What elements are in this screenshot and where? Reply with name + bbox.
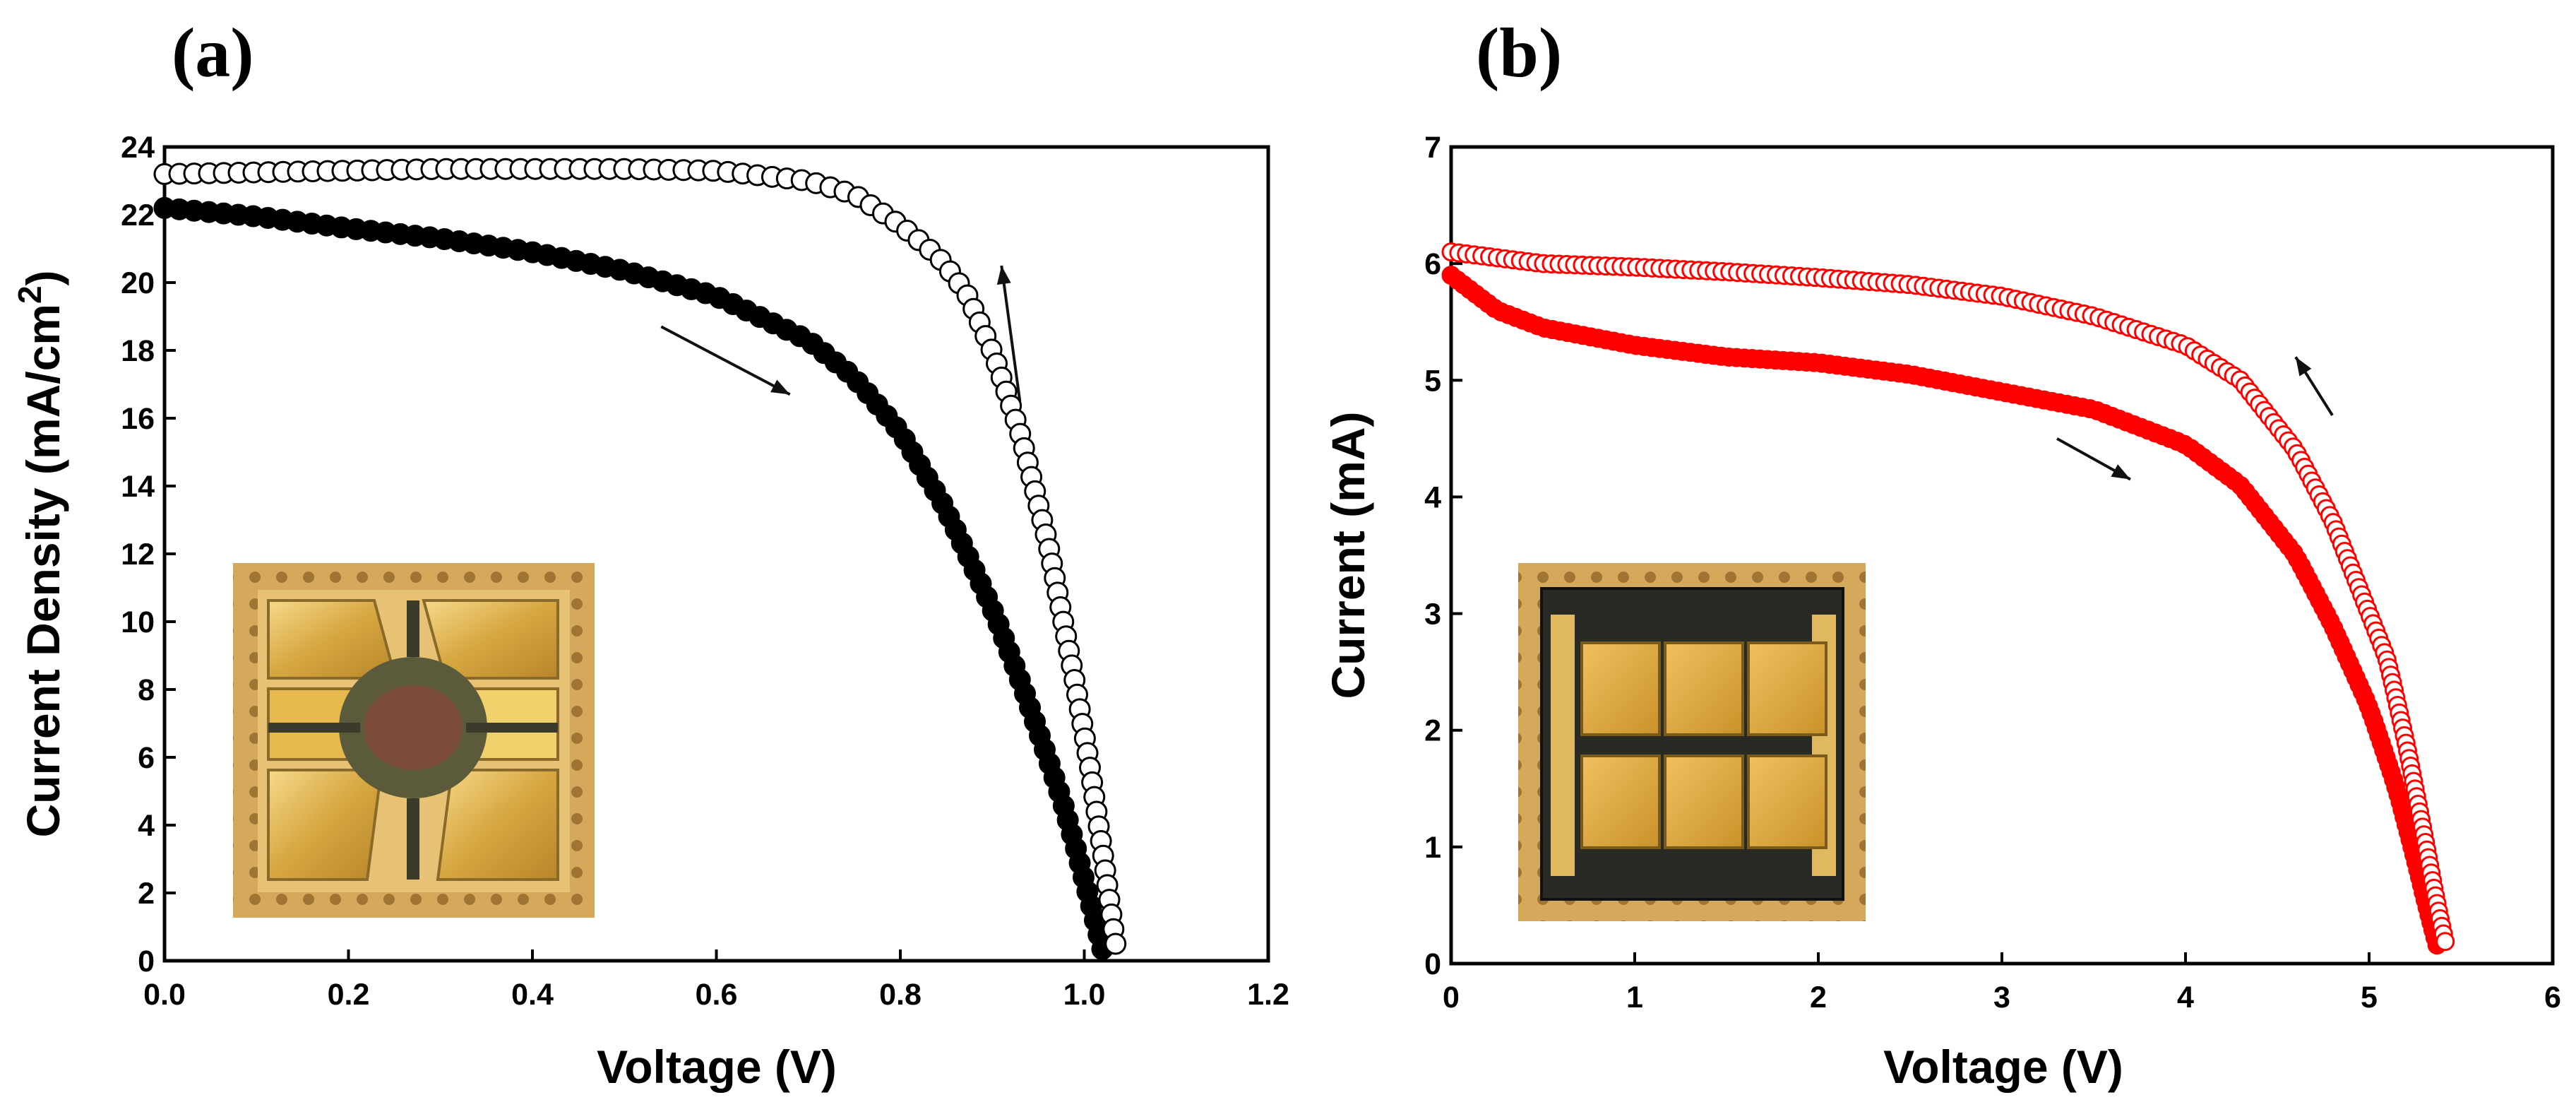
x-tick-label: 0.4: [511, 978, 554, 1012]
x-tick-label: 0.6: [696, 978, 738, 1012]
pixel-device-photo-icon: [233, 563, 595, 918]
panel-b-letter: (b): [1476, 13, 1562, 92]
forward-scan-series: [153, 196, 1114, 960]
x-tick-label: 0.2: [328, 978, 370, 1012]
series-a: [153, 158, 1127, 960]
panel-a-letter: (a): [172, 13, 254, 92]
reverse-scan-series: [1441, 242, 2455, 952]
y-axis-title-a: Current Density (mA/cm2): [11, 270, 69, 837]
y-tick-label: 22: [121, 199, 155, 232]
y-tick-label: 4: [1424, 480, 1441, 514]
x-tick-label: 1: [1626, 981, 1643, 1014]
y-tick-label: 4: [138, 809, 155, 843]
scan-direction-arrow: [2294, 356, 2334, 416]
x-tick-label: 1.0: [1063, 978, 1106, 1012]
x-tick-label: 4: [2177, 981, 2194, 1014]
data-point: [1104, 933, 1127, 955]
x-tick-label: 0.8: [879, 978, 922, 1012]
x-tick-label: 0: [1443, 981, 1460, 1014]
y-tick-label: 2: [138, 877, 155, 911]
scan-direction-arrow: [660, 325, 791, 396]
y-tick-label: 24: [121, 131, 155, 165]
data-point: [2435, 932, 2455, 952]
arrows-a: [660, 265, 1022, 402]
y-axis-title-b: Current (mA): [1322, 412, 1374, 699]
y-tick-label: 20: [121, 266, 155, 300]
y-tick-label: 3: [1424, 598, 1441, 632]
x-axis-title-a: Voltage (V): [597, 1041, 837, 1093]
y-tick-label: 1: [1424, 831, 1441, 865]
y-tick-label: 0: [1424, 947, 1441, 981]
y-tick-label: 6: [1424, 247, 1441, 281]
reverse-scan-series: [153, 158, 1127, 955]
x-tick-label: 0.0: [143, 978, 186, 1012]
axes-a: 0.0 0.2 0.4 0.6 0.8 1.0 1.20246810121416182022…: [121, 131, 1289, 1012]
y-tick-label: 7: [1424, 131, 1441, 165]
arrows-b: [2056, 356, 2334, 481]
y-tick-label: 8: [138, 673, 155, 707]
series-b: [1441, 242, 2455, 955]
y-tick-label: 14: [121, 470, 155, 504]
scan-direction-arrow: [996, 265, 1022, 402]
panel-b: (b) 0 1 2 3 4 5 6 0 1 2 3 4 5 6 7 Voltage (V) Current …: [1322, 13, 2561, 1093]
y-tick-label: 18: [121, 334, 155, 368]
y-tick-label: 2: [1424, 714, 1441, 748]
x-tick-label: 3: [1993, 981, 2010, 1014]
axes-b: 0 1 2 3 4 5 6 0 1 2 3 4 5 6 7: [1424, 131, 2561, 1014]
panel-a: (a) 0.0 0.2 0.4 0.6 0.8 1.0 1.2024681012141618…: [11, 13, 1289, 1093]
module-photo-icon: [1518, 563, 1866, 921]
y-tick-label: 10: [121, 605, 155, 639]
y-tick-label: 5: [1424, 364, 1441, 398]
y-tick-label: 12: [121, 538, 155, 572]
x-axis-title-b: Voltage (V): [1883, 1041, 2123, 1093]
y-tick-label: 0: [138, 945, 155, 978]
y-tick-label: 6: [138, 741, 155, 775]
x-tick-label: 1.2: [1247, 978, 1289, 1012]
x-tick-label: 2: [1810, 981, 1827, 1014]
x-tick-label: 6: [2544, 981, 2561, 1014]
x-tick-label: 5: [2361, 981, 2378, 1014]
y-tick-label: 16: [121, 402, 155, 436]
scan-direction-arrow: [2056, 437, 2131, 481]
